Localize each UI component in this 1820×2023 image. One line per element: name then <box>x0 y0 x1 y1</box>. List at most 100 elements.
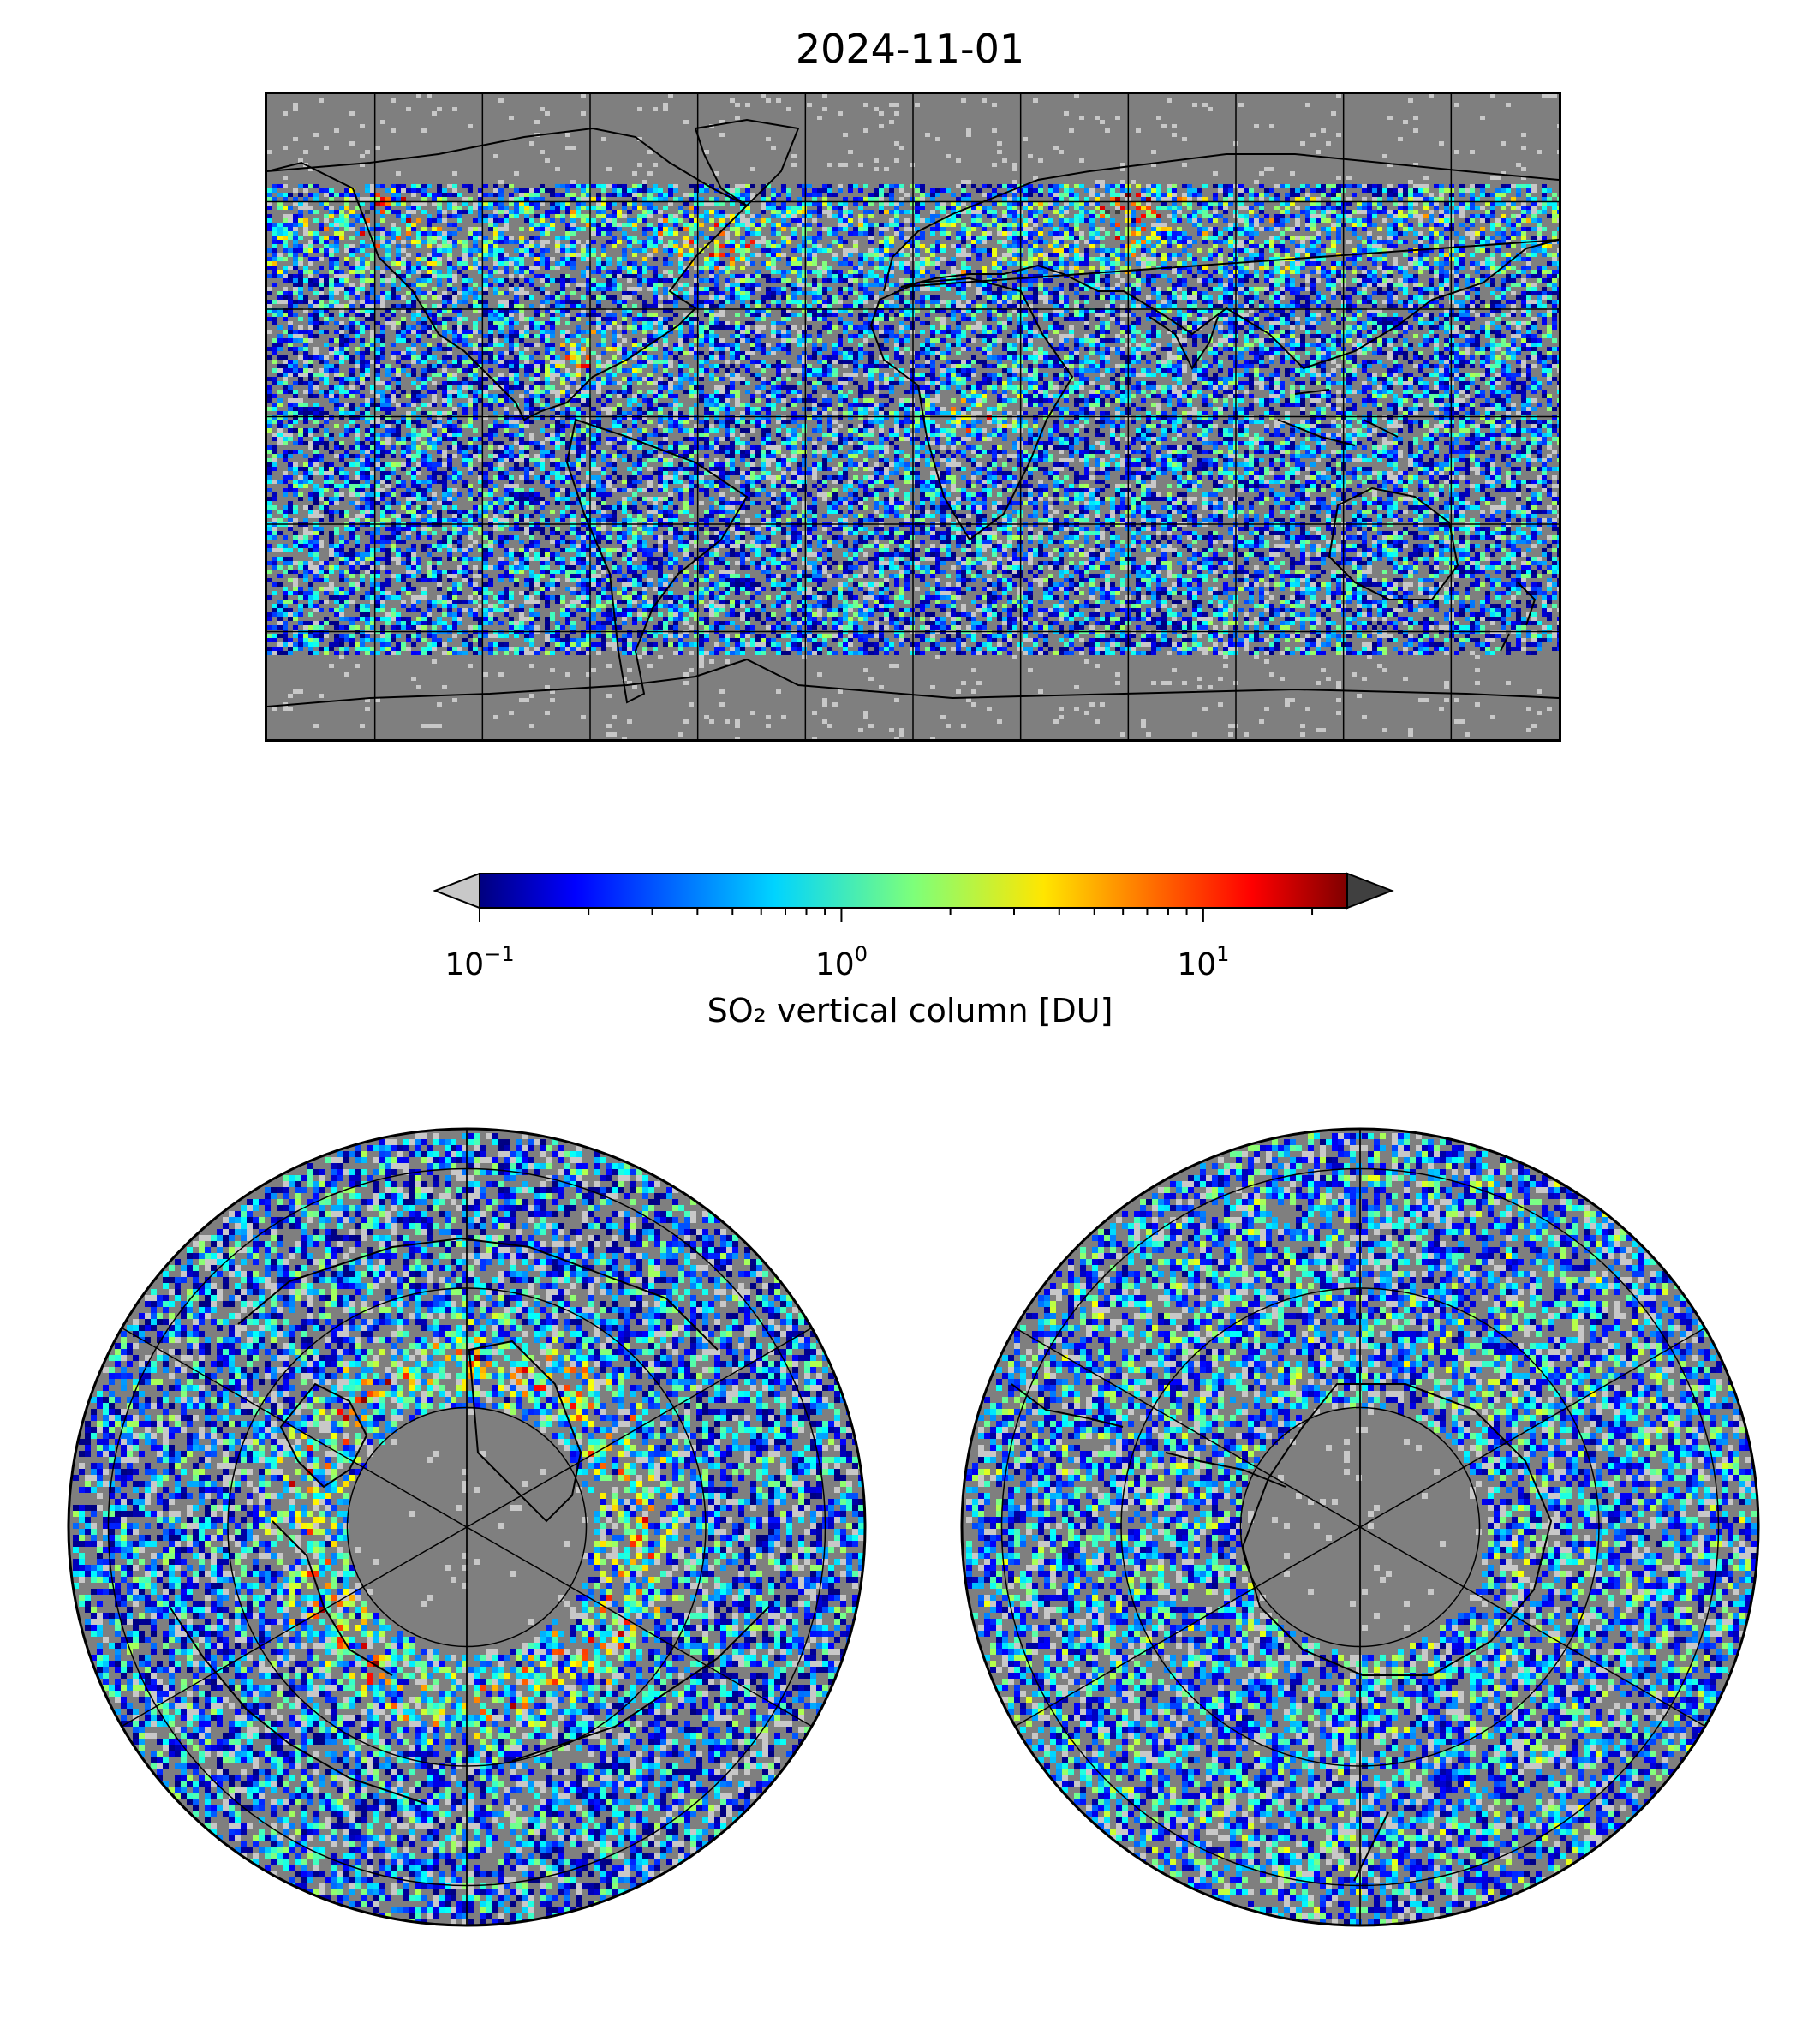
so2-pixel <box>1506 274 1511 278</box>
so2-pixel <box>719 261 725 266</box>
so2-pixel <box>324 295 329 300</box>
so2-pixel <box>920 206 925 210</box>
so2-pixel <box>1208 304 1213 308</box>
so2-pixel <box>637 206 642 210</box>
so2-pixel <box>1259 206 1264 210</box>
so2-pixel <box>827 163 832 167</box>
so2-pixel <box>1192 287 1197 291</box>
so2-pixel <box>1418 214 1423 218</box>
so2-pixel <box>555 308 560 313</box>
so2-pixel <box>272 274 277 278</box>
so2-pixel <box>802 210 807 214</box>
so2-pixel <box>396 287 401 291</box>
so2-pixel <box>802 188 807 193</box>
so2-pixel <box>555 236 560 240</box>
so2-pixel <box>509 240 514 244</box>
so2-pixel <box>1393 236 1398 240</box>
so2-pixel <box>576 227 581 231</box>
so2-pixel <box>1048 188 1053 193</box>
so2-pixel <box>534 313 540 317</box>
so2-pixel <box>293 214 298 218</box>
so2-pixel <box>380 300 385 304</box>
so2-pixel <box>904 300 910 304</box>
so2-pixel <box>1434 218 1439 223</box>
so2-pixel <box>642 231 647 236</box>
so2-pixel <box>591 308 596 313</box>
so2-pixel <box>1192 291 1197 295</box>
so2-pixel <box>642 210 647 214</box>
so2-pixel <box>540 214 545 218</box>
so2-pixel <box>642 227 647 231</box>
so2-pixel <box>884 244 889 248</box>
so2-pixel <box>1023 308 1028 313</box>
so2-pixel <box>591 240 596 244</box>
so2-pixel <box>1012 261 1017 266</box>
so2-pixel <box>951 218 956 223</box>
so2-pixel <box>889 236 894 240</box>
so2-pixel <box>1089 218 1095 223</box>
so2-pixel <box>668 214 673 218</box>
so2-pixel <box>915 287 920 291</box>
so2-pixel <box>843 206 848 210</box>
so2-pixel <box>421 197 427 201</box>
so2-pixel <box>1423 244 1429 248</box>
so2-pixel <box>298 257 303 261</box>
so2-pixel <box>1028 236 1033 240</box>
so2-pixel <box>750 223 755 227</box>
so2-pixel <box>1490 266 1495 270</box>
so2-pixel <box>1526 193 1531 197</box>
so2-pixel <box>308 167 313 171</box>
so2-pixel <box>334 266 339 270</box>
so2-pixel <box>771 295 776 300</box>
so2-pixel <box>1393 188 1398 193</box>
so2-pixel <box>1120 163 1125 167</box>
so2-pixel <box>1023 223 1028 227</box>
so2-pixel <box>1413 266 1418 270</box>
so2-pixel <box>1048 261 1053 266</box>
so2-pixel <box>617 184 622 188</box>
so2-pixel <box>1141 193 1146 197</box>
so2-pixel <box>1053 308 1059 313</box>
so2-pixel <box>766 266 771 270</box>
so2-pixel <box>488 253 493 257</box>
so2-pixel <box>1187 257 1192 261</box>
so2-pixel <box>1146 201 1151 206</box>
so2-pixel <box>385 291 391 295</box>
so2-pixel <box>683 240 689 244</box>
so2-pixel <box>725 287 730 291</box>
so2-pixel <box>581 214 586 218</box>
so2-pixel <box>1326 193 1331 197</box>
so2-pixel <box>797 270 802 274</box>
so2-pixel <box>427 270 432 274</box>
so2-pixel <box>344 223 349 227</box>
so2-pixel <box>401 214 406 218</box>
so2-pixel <box>1274 266 1280 270</box>
so2-pixel <box>1146 188 1151 193</box>
so2-pixel <box>976 274 982 278</box>
so2-pixel <box>1542 278 1547 283</box>
so2-pixel <box>1064 231 1069 236</box>
so2-pixel <box>1223 274 1228 278</box>
so2-pixel <box>1064 236 1069 240</box>
so2-pixel <box>884 193 889 197</box>
so2-pixel <box>385 278 391 283</box>
so2-pixel <box>884 201 889 206</box>
so2-pixel <box>432 253 437 257</box>
so2-pixel <box>277 240 283 244</box>
so2-pixel <box>797 304 802 308</box>
so2-pixel <box>889 274 894 278</box>
so2-pixel <box>1079 270 1084 274</box>
so2-pixel <box>277 223 283 227</box>
so2-pixel <box>827 227 832 231</box>
so2-pixel <box>776 244 781 248</box>
so2-pixel <box>714 197 719 201</box>
so2-pixel <box>411 270 416 274</box>
so2-pixel <box>961 313 966 317</box>
so2-pixel <box>1444 261 1449 266</box>
so2-pixel <box>1264 270 1269 274</box>
so2-pixel <box>1095 197 1100 201</box>
so2-pixel <box>1280 218 1285 223</box>
so2-pixel <box>488 201 493 206</box>
so2-pixel <box>1413 201 1418 206</box>
so2-pixel <box>961 270 966 274</box>
